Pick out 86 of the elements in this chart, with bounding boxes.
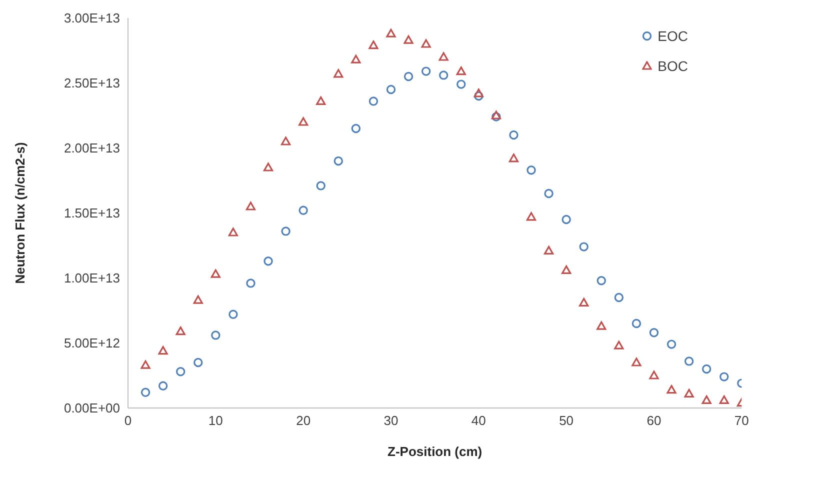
point: [456, 66, 466, 76]
point: [368, 96, 378, 106]
point: [210, 269, 220, 278]
point: [666, 385, 676, 394]
point: [596, 321, 606, 330]
point: [193, 295, 203, 304]
point: [474, 88, 484, 98]
point: [386, 84, 396, 94]
point: [508, 154, 519, 162]
y-tick-label: 1.00E+13: [64, 270, 120, 286]
point: [158, 346, 168, 355]
point: [544, 188, 554, 198]
point: [368, 40, 378, 50]
point: [649, 370, 659, 380]
x-tick-label: 50: [559, 413, 574, 428]
point: [526, 166, 536, 175]
point: [632, 318, 642, 328]
point: [176, 367, 186, 376]
point: [228, 228, 238, 236]
point: [351, 54, 361, 64]
y-tick-label: 2.00E+13: [64, 140, 120, 156]
y-tick-label: 2.50E+13: [64, 76, 120, 91]
point: [298, 117, 308, 126]
point: [526, 212, 536, 221]
point: [562, 265, 572, 274]
point: [579, 298, 589, 306]
point: [264, 256, 273, 266]
x-tick-label: 40: [471, 413, 486, 428]
point: [281, 226, 290, 236]
x-tick-label: 0: [124, 413, 132, 428]
point: [140, 388, 150, 397]
point: [298, 206, 308, 215]
x-tick-label: 30: [384, 413, 398, 428]
point: [280, 136, 291, 146]
point: [719, 395, 729, 404]
point: [404, 72, 414, 82]
point: [316, 181, 326, 190]
point: [456, 80, 466, 89]
point: [579, 242, 588, 252]
point: [596, 276, 606, 286]
point: [194, 358, 203, 368]
point: [334, 69, 344, 78]
point: [438, 52, 448, 61]
x-tick-label: 70: [734, 413, 749, 428]
legend-label: BOC: [658, 58, 688, 74]
point: [666, 340, 676, 349]
point: [720, 372, 729, 382]
point: [334, 156, 343, 166]
point: [614, 292, 624, 302]
point: [702, 364, 712, 374]
x-axis-title: Z-Position (cm): [388, 444, 482, 459]
point: [438, 70, 448, 80]
point: [562, 214, 571, 224]
y-axis-title: Neutron Flux (n/cm2-s): [12, 142, 28, 284]
point: [211, 330, 220, 340]
x-tick-label: 10: [208, 413, 223, 428]
y-tick-label: 3.00E+13: [64, 10, 120, 26]
point: [246, 278, 256, 288]
point: [140, 360, 150, 369]
point: [228, 310, 238, 319]
point: [316, 96, 326, 105]
point: [614, 340, 624, 350]
point: [492, 112, 501, 122]
point: [474, 91, 484, 101]
point: [509, 130, 518, 140]
y-tick-label: 0.00E+00: [64, 400, 120, 416]
point: [351, 124, 361, 134]
point: [544, 246, 554, 254]
point: [421, 39, 431, 48]
point: [684, 356, 694, 366]
point: [158, 381, 168, 390]
point: [404, 35, 414, 44]
x-tick-label: 60: [646, 413, 662, 428]
point: [246, 202, 256, 210]
x-tick-label: 20: [296, 413, 311, 428]
point: [684, 388, 694, 398]
point: [263, 162, 274, 172]
point: [421, 66, 431, 76]
point: [632, 358, 642, 366]
point: [649, 328, 659, 338]
legend-label: EOC: [658, 28, 688, 44]
point: [702, 395, 712, 404]
point: [386, 28, 396, 38]
y-tick-label: 5.00E+12: [64, 336, 120, 351]
y-tick-label: 1.50E+13: [64, 206, 120, 221]
point: [176, 326, 186, 336]
